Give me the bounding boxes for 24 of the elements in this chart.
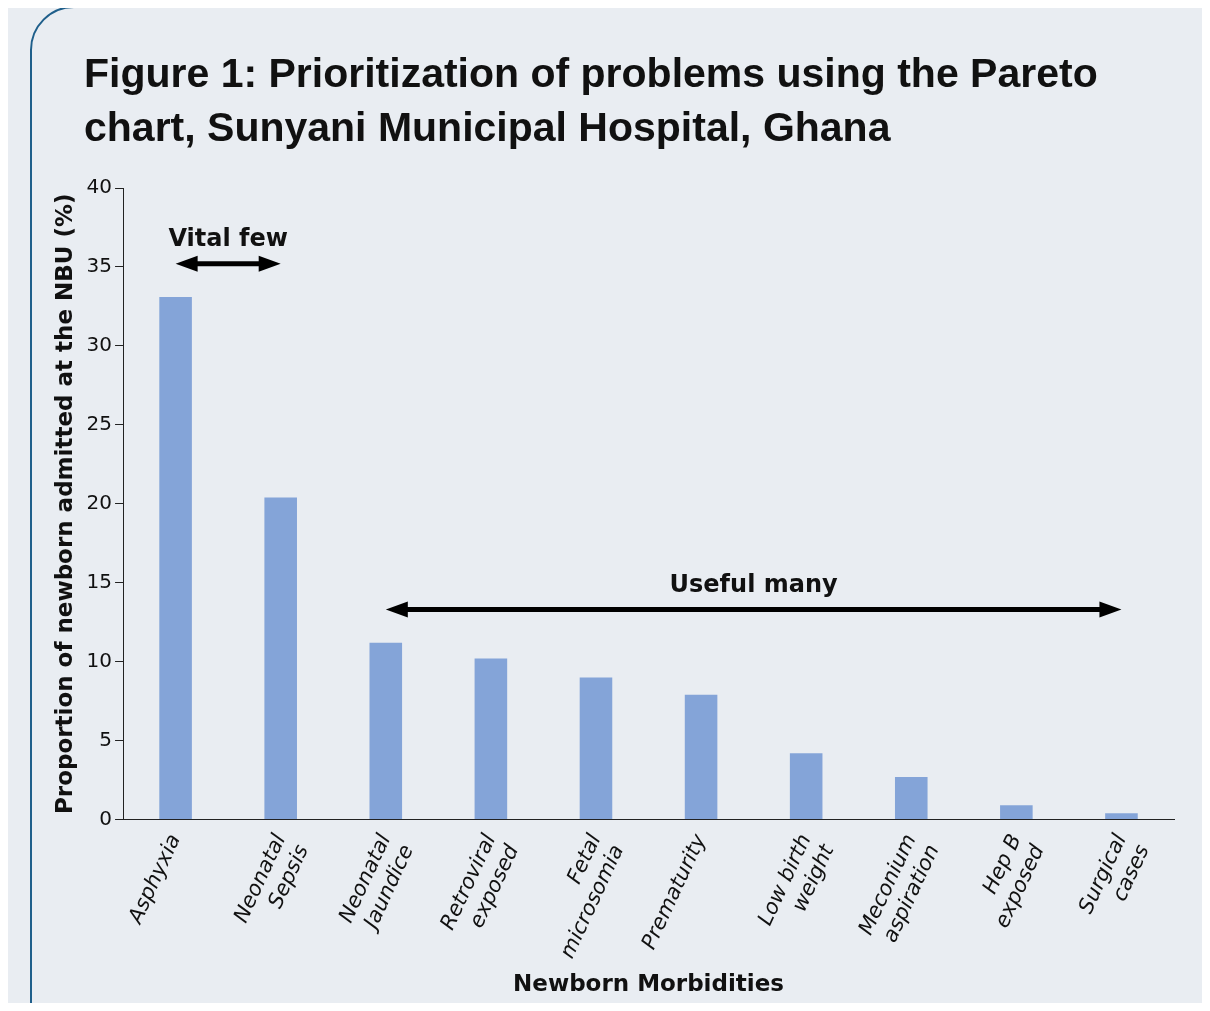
- bar: [684, 694, 718, 820]
- bar: [369, 642, 403, 820]
- y-tick-label: 5: [99, 726, 113, 751]
- bar: [474, 658, 508, 820]
- bar: [894, 776, 928, 820]
- bar: [1000, 805, 1033, 820]
- annotation: Useful many: [669, 569, 839, 598]
- bar: [1105, 813, 1138, 820]
- y-tick-label: 25: [86, 411, 113, 436]
- bar: [789, 753, 823, 820]
- y-axis-title: Proportion of newborn admitted at the NBU (%): [50, 193, 77, 815]
- y-tick-label: 40: [86, 174, 113, 199]
- annotation: Vital few: [168, 224, 288, 253]
- y-tick-label: 15: [86, 568, 113, 593]
- y-tick-label: 30: [86, 332, 113, 357]
- bar: [264, 497, 297, 820]
- bar: [579, 677, 613, 820]
- y-tick-label: 20: [86, 489, 113, 514]
- chart-title: Figure 1: Prioritization of problems using the Pareto chart, Sunyani Municipal Hospital, Ghana: [84, 49, 1099, 152]
- y-tick-label: 10: [86, 647, 113, 672]
- x-axis-title: Newborn Morbidities: [513, 970, 785, 997]
- y-tick-label: 35: [86, 253, 113, 278]
- y-tick-label: 0: [99, 805, 113, 830]
- bar: [159, 296, 192, 820]
